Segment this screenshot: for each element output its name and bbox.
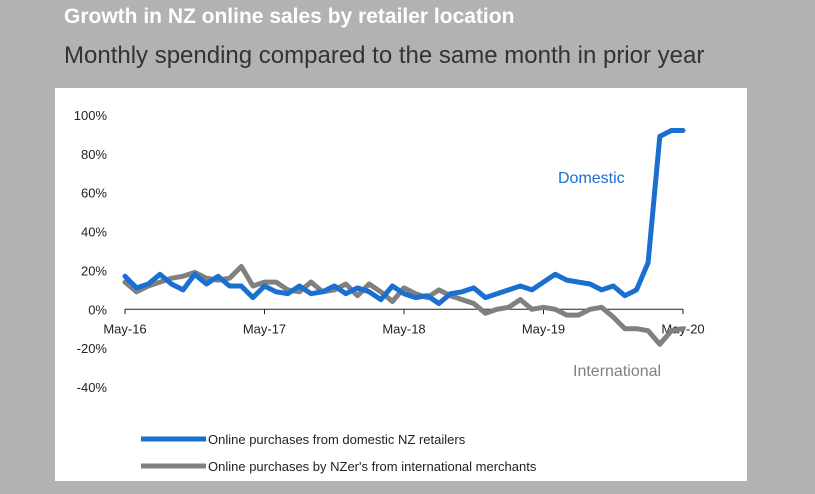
y-tick-label: 100% bbox=[74, 108, 108, 123]
x-axis-ticks: May-16 May-17 May-18 May-19 May-20 bbox=[103, 309, 705, 336]
x-tick-label: May-18 bbox=[382, 321, 425, 336]
x-tick-label: May-19 bbox=[522, 321, 565, 336]
legend: Online purchases from domestic NZ retail… bbox=[141, 432, 537, 474]
legend-label: Online purchases from domestic NZ retail… bbox=[208, 432, 466, 447]
y-tick-label: -40% bbox=[77, 380, 108, 395]
annotation-international: International bbox=[573, 363, 661, 380]
annotation-domestic: Domestic bbox=[558, 170, 625, 187]
x-tick-label: May-17 bbox=[243, 321, 286, 336]
y-tick-label: 60% bbox=[81, 186, 107, 201]
y-tick-label: 40% bbox=[81, 225, 107, 240]
annotations: Domestic International bbox=[558, 170, 661, 380]
series-line-international bbox=[122, 264, 686, 347]
x-tick-label: May-16 bbox=[103, 321, 146, 336]
chart-title: Growth in NZ online sales by retailer lo… bbox=[64, 5, 515, 28]
y-tick-label: 20% bbox=[81, 263, 107, 278]
series-layer bbox=[122, 128, 686, 347]
line-chart: -40% -20% 0% 20% 40% 60% 80% 100% May-16 May-17 M… bbox=[74, 108, 705, 474]
y-axis-ticks: -40% -20% 0% 20% 40% 60% 80% 100% bbox=[74, 108, 108, 395]
chart-subtitle: Monthly spending compared to the same mo… bbox=[64, 42, 705, 69]
y-tick-label: -20% bbox=[77, 341, 108, 356]
series-line-domestic bbox=[122, 128, 686, 306]
y-tick-label: 0% bbox=[88, 302, 107, 317]
y-tick-label: 80% bbox=[81, 147, 107, 162]
chart-panel: -40% -20% 0% 20% 40% 60% 80% 100% May-16 May-17 M… bbox=[55, 88, 747, 481]
legend-label: Online purchases by NZer's from internat… bbox=[208, 459, 537, 474]
